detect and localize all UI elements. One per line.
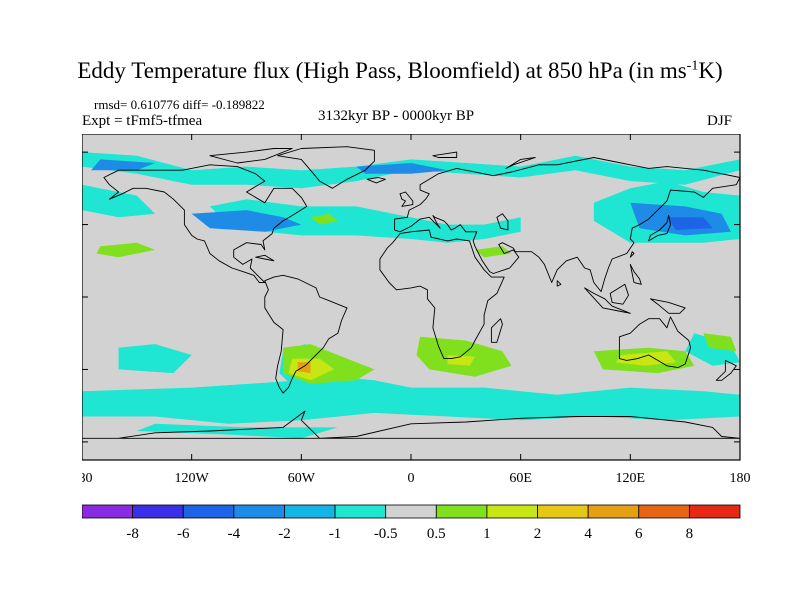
flux-region-14 [96,242,156,258]
coastline-cuba [255,254,275,262]
colorbar-box [82,504,134,519]
colorbar-label: -1 [329,526,342,542]
flux-region-8 [136,423,338,439]
coastline-arctic-islands [209,148,293,164]
coastline-madagascar [490,318,503,343]
title-end: K) [698,58,723,83]
title-superscript: -1 [686,58,699,74]
flux-region-7 [685,333,740,366]
coastline-antarctica [82,410,741,439]
coastline-iceland [366,177,386,184]
latitude-ticks: 80N40N040S80S [82,151,740,443]
colorbar-box [334,504,387,519]
coastline-japan [648,215,671,242]
colorbar-label: 4 [584,526,592,542]
flux-region-2 [209,199,521,243]
flux-region-9 [191,210,302,232]
coastline-new-guinea [649,298,686,314]
coastline-indonesia [584,287,631,314]
colorbar-label: 8 [686,526,694,542]
coastline-layer [82,146,741,439]
flux-region-15 [310,213,338,225]
flux-region-6 [118,344,192,374]
season-label: DJF [707,113,733,129]
colorbar-label: -4 [228,526,241,542]
flux-region-20 [703,333,737,352]
coastline-europe-asia [394,157,741,293]
world-map: 80N40N040S80S 180 120W 60W 0 60E 120E 180 -8 -6… [82,134,751,542]
colorbar-box [638,504,690,519]
colorbar-box [284,504,336,519]
period-label: 3132kyr BP - 0000kyr BP [318,108,475,124]
flux-region-13 [666,217,713,230]
colorbar-label: -2 [278,526,291,542]
flux-region-1 [82,184,156,218]
colorbar-box [435,504,488,519]
colorbar-label: -8 [126,526,139,542]
lon-tick-label: 180 [730,471,751,486]
coastline-britain [399,191,414,207]
flux-field-layer [82,152,740,439]
lon-tick-label: 120W [175,471,210,486]
lon-tick-label: 120E [616,471,646,486]
title-main: Eddy Temperature flux (High Pass, Bloomf… [77,58,687,83]
coastline-africa [379,229,505,360]
coastline-north-america [103,164,308,283]
colorbar-box [233,504,285,519]
longitude-ticks: 180 120W 60W 0 60E 120E 180 [82,134,751,486]
coastline-svalbard [432,151,458,158]
coastline-novaya-zemlya [505,157,536,169]
coastline-caspian [496,213,509,231]
colorbar-label: 1 [483,526,491,542]
flux-region-12 [356,163,448,174]
colorbar-box [587,504,640,519]
stats-text: rmsd= 0.610776 diff= -0.189822 [94,97,265,112]
experiment-label: Expt = tFmf5-tfmea [82,113,203,129]
flux-region-4 [82,376,740,424]
colorbar-label: -6 [177,526,190,542]
lon-tick-label: 60W [288,471,316,486]
colorbar-box [132,504,184,519]
coastline-taiwan [629,251,635,258]
colorbar-label: 6 [635,526,643,542]
coastline-sri-lanka [556,280,562,287]
lon-tick-label: 0 [408,471,415,486]
coastline-greenland [277,146,375,189]
coastline-australia [618,316,692,369]
colorbar-label: 2 [534,526,542,542]
lon-tick-label: 60E [509,471,532,486]
flux-region-16 [475,246,512,258]
flux-region-11 [91,159,156,171]
coastline-philippines [629,263,642,285]
colorbar-box [688,504,741,519]
colorbar-label: -0.5 [374,526,398,542]
colorbar-label: 0.5 [427,526,446,542]
colorbar-box [537,504,589,519]
coastline-new-zealand [715,359,737,381]
flux-region-24 [297,362,311,374]
colorbar-box [182,504,235,519]
colorbar-box [486,504,538,519]
coastline-borneo [609,283,629,305]
chart-title: Eddy Temperature flux (High Pass, Bloomf… [0,58,800,84]
colorbar-box [385,504,437,519]
lon-tick-label: 180 [82,471,93,486]
colorbar: -8 -6 -4 -2 -1 -0.5 0.5 1 2 4 6 8 [82,504,741,542]
coastline-south-america [264,274,348,394]
